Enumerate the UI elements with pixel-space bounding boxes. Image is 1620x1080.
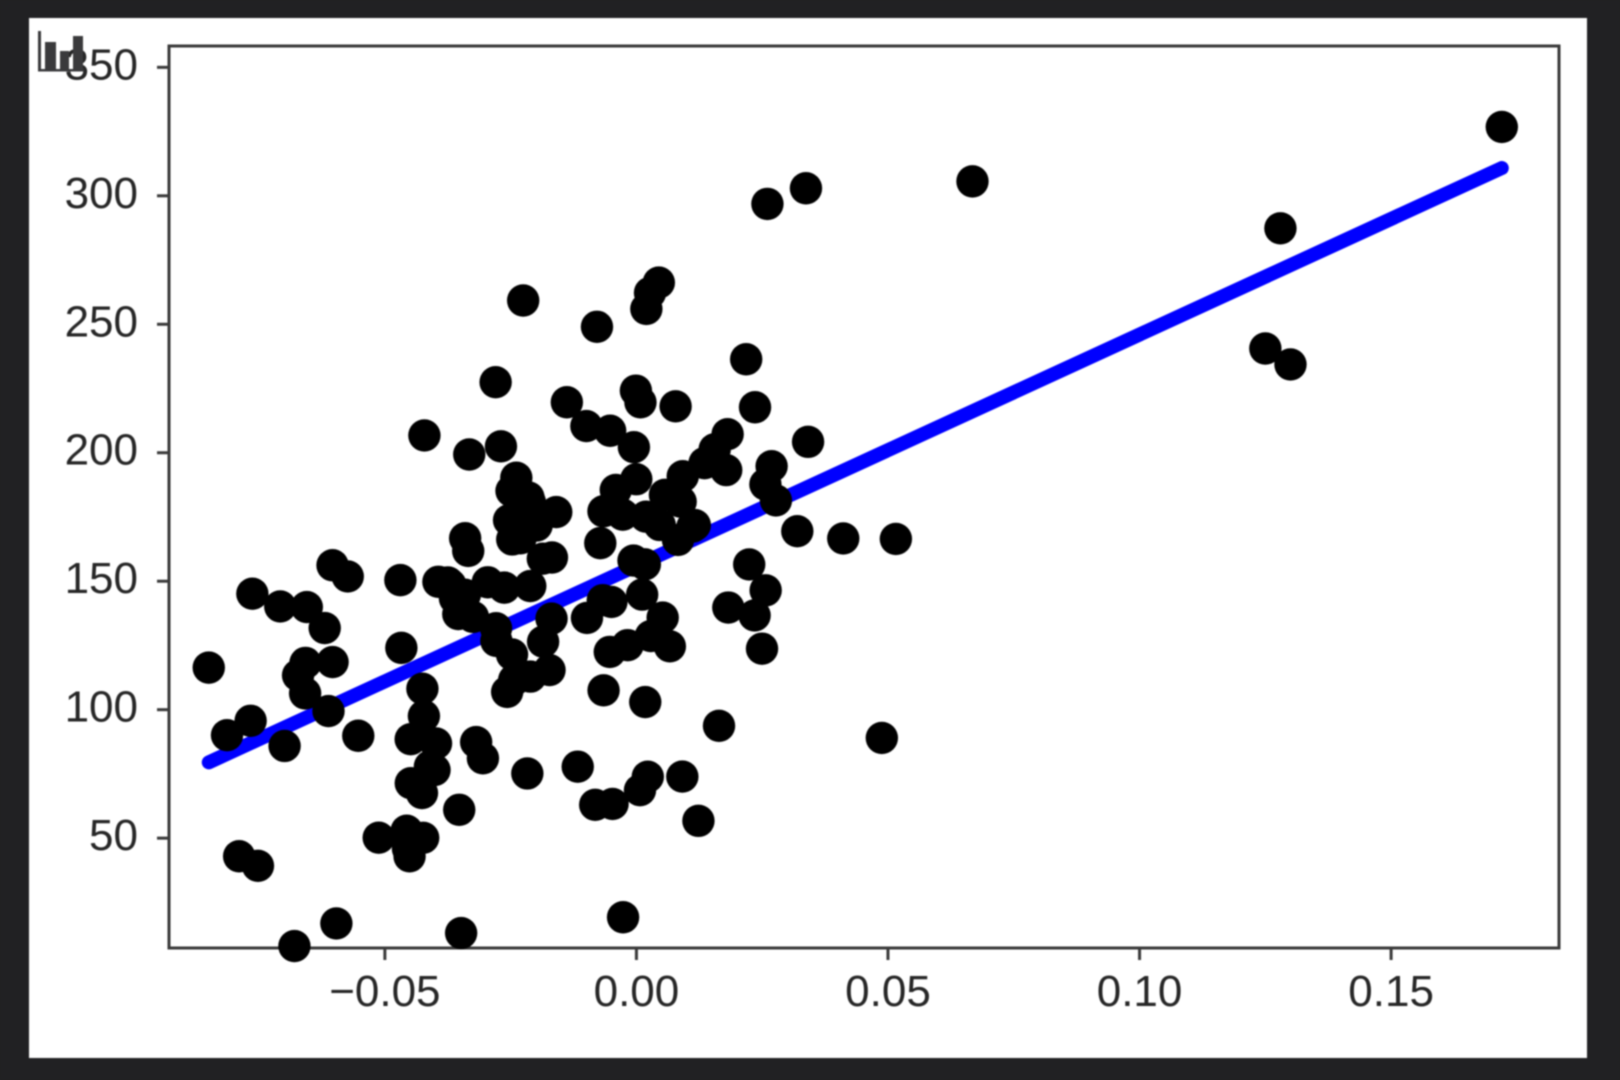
svg-text:50: 50 [89,811,138,860]
svg-text:100: 100 [65,683,138,732]
svg-text:0.15: 0.15 [1348,967,1434,1016]
svg-text:0.05: 0.05 [845,967,931,1016]
svg-text:150: 150 [65,554,138,603]
svg-text:300: 300 [65,169,138,218]
svg-text:0.10: 0.10 [1097,967,1183,1016]
svg-text:250: 250 [65,297,138,346]
svg-text:200: 200 [65,426,138,475]
svg-text:0.00: 0.00 [594,967,680,1016]
svg-text:−0.05: −0.05 [329,967,440,1016]
